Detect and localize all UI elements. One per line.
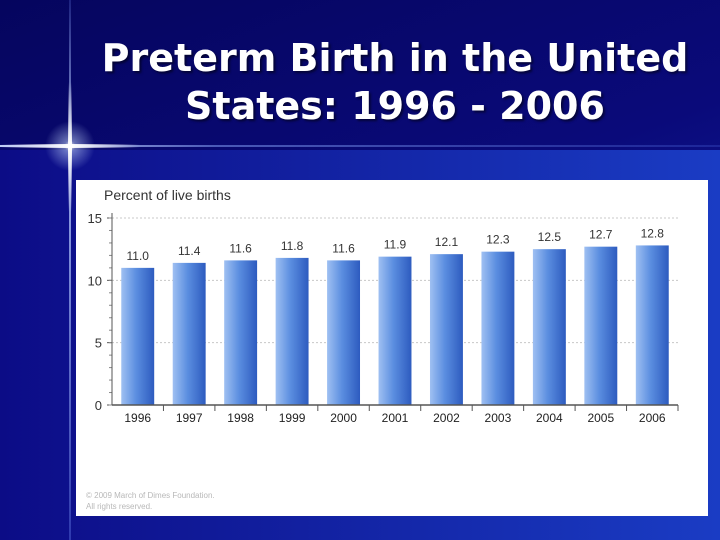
- data-label: 12.3: [486, 233, 510, 247]
- bar: [275, 257, 309, 405]
- x-tick-label: 2006: [639, 411, 666, 425]
- data-label: 11.9: [384, 238, 407, 252]
- x-tick-label: 1997: [176, 411, 203, 425]
- data-label: 12.5: [538, 230, 562, 244]
- decorative-horizontal-line: [0, 145, 720, 147]
- x-tick-label: 2002: [433, 411, 460, 425]
- x-tick-label: 2003: [485, 411, 512, 425]
- decorative-vertical-line: [69, 0, 71, 540]
- bar: [378, 256, 412, 405]
- y-tick-label: 5: [95, 336, 102, 351]
- y-axis-label: Percent of live births: [104, 187, 231, 203]
- data-label: 11.6: [229, 241, 252, 255]
- data-label: 12.7: [589, 228, 613, 242]
- copyright-line-1: © 2009 March of Dimes Foundation.: [86, 491, 215, 500]
- bar: [121, 267, 155, 405]
- x-tick-label: 1998: [227, 411, 254, 425]
- x-tick-label: 2004: [536, 411, 563, 425]
- chart-panel: Percent of live births 11.0 11.4 11.6 11.8 1…: [76, 180, 708, 516]
- bar: [635, 245, 669, 405]
- data-label: 11.8: [281, 239, 304, 253]
- data-label: 11.6: [332, 241, 355, 255]
- x-tick-label: 2000: [330, 411, 357, 425]
- bar: [429, 254, 463, 405]
- copyright-note: © 2009 March of Dimes Foundation. All ri…: [86, 490, 215, 512]
- bar: [584, 246, 618, 405]
- data-label: 11.0: [126, 249, 149, 263]
- data-label: 12.8: [641, 226, 665, 240]
- x-tick-label: 2001: [382, 411, 409, 425]
- y-tick-label: 10: [88, 273, 102, 288]
- bar: [172, 262, 206, 405]
- data-label: 12.1: [435, 235, 459, 249]
- slide-title: Preterm Birth in the United States: 1996…: [100, 34, 690, 130]
- x-tick-label: 1999: [279, 411, 306, 425]
- data-label: 11.4: [178, 244, 201, 258]
- y-tick-label: 0: [95, 398, 102, 413]
- bar: [327, 260, 361, 405]
- x-tick-label: 1996: [124, 411, 151, 425]
- slide-title-line-2: States: 1996 - 2006: [185, 84, 605, 128]
- x-tick-label: 2005: [587, 411, 614, 425]
- bar-chart: Percent of live births 11.0 11.4 11.6 11.8 1…: [88, 187, 679, 425]
- bar: [532, 249, 566, 405]
- bar: [224, 260, 258, 405]
- bar: [481, 251, 515, 405]
- lens-flare-horizontal: [0, 144, 140, 148]
- y-tick-label: 15: [88, 211, 102, 226]
- slide-title-line-1: Preterm Birth in the United: [101, 36, 689, 80]
- copyright-line-2: All rights reserved.: [86, 502, 153, 511]
